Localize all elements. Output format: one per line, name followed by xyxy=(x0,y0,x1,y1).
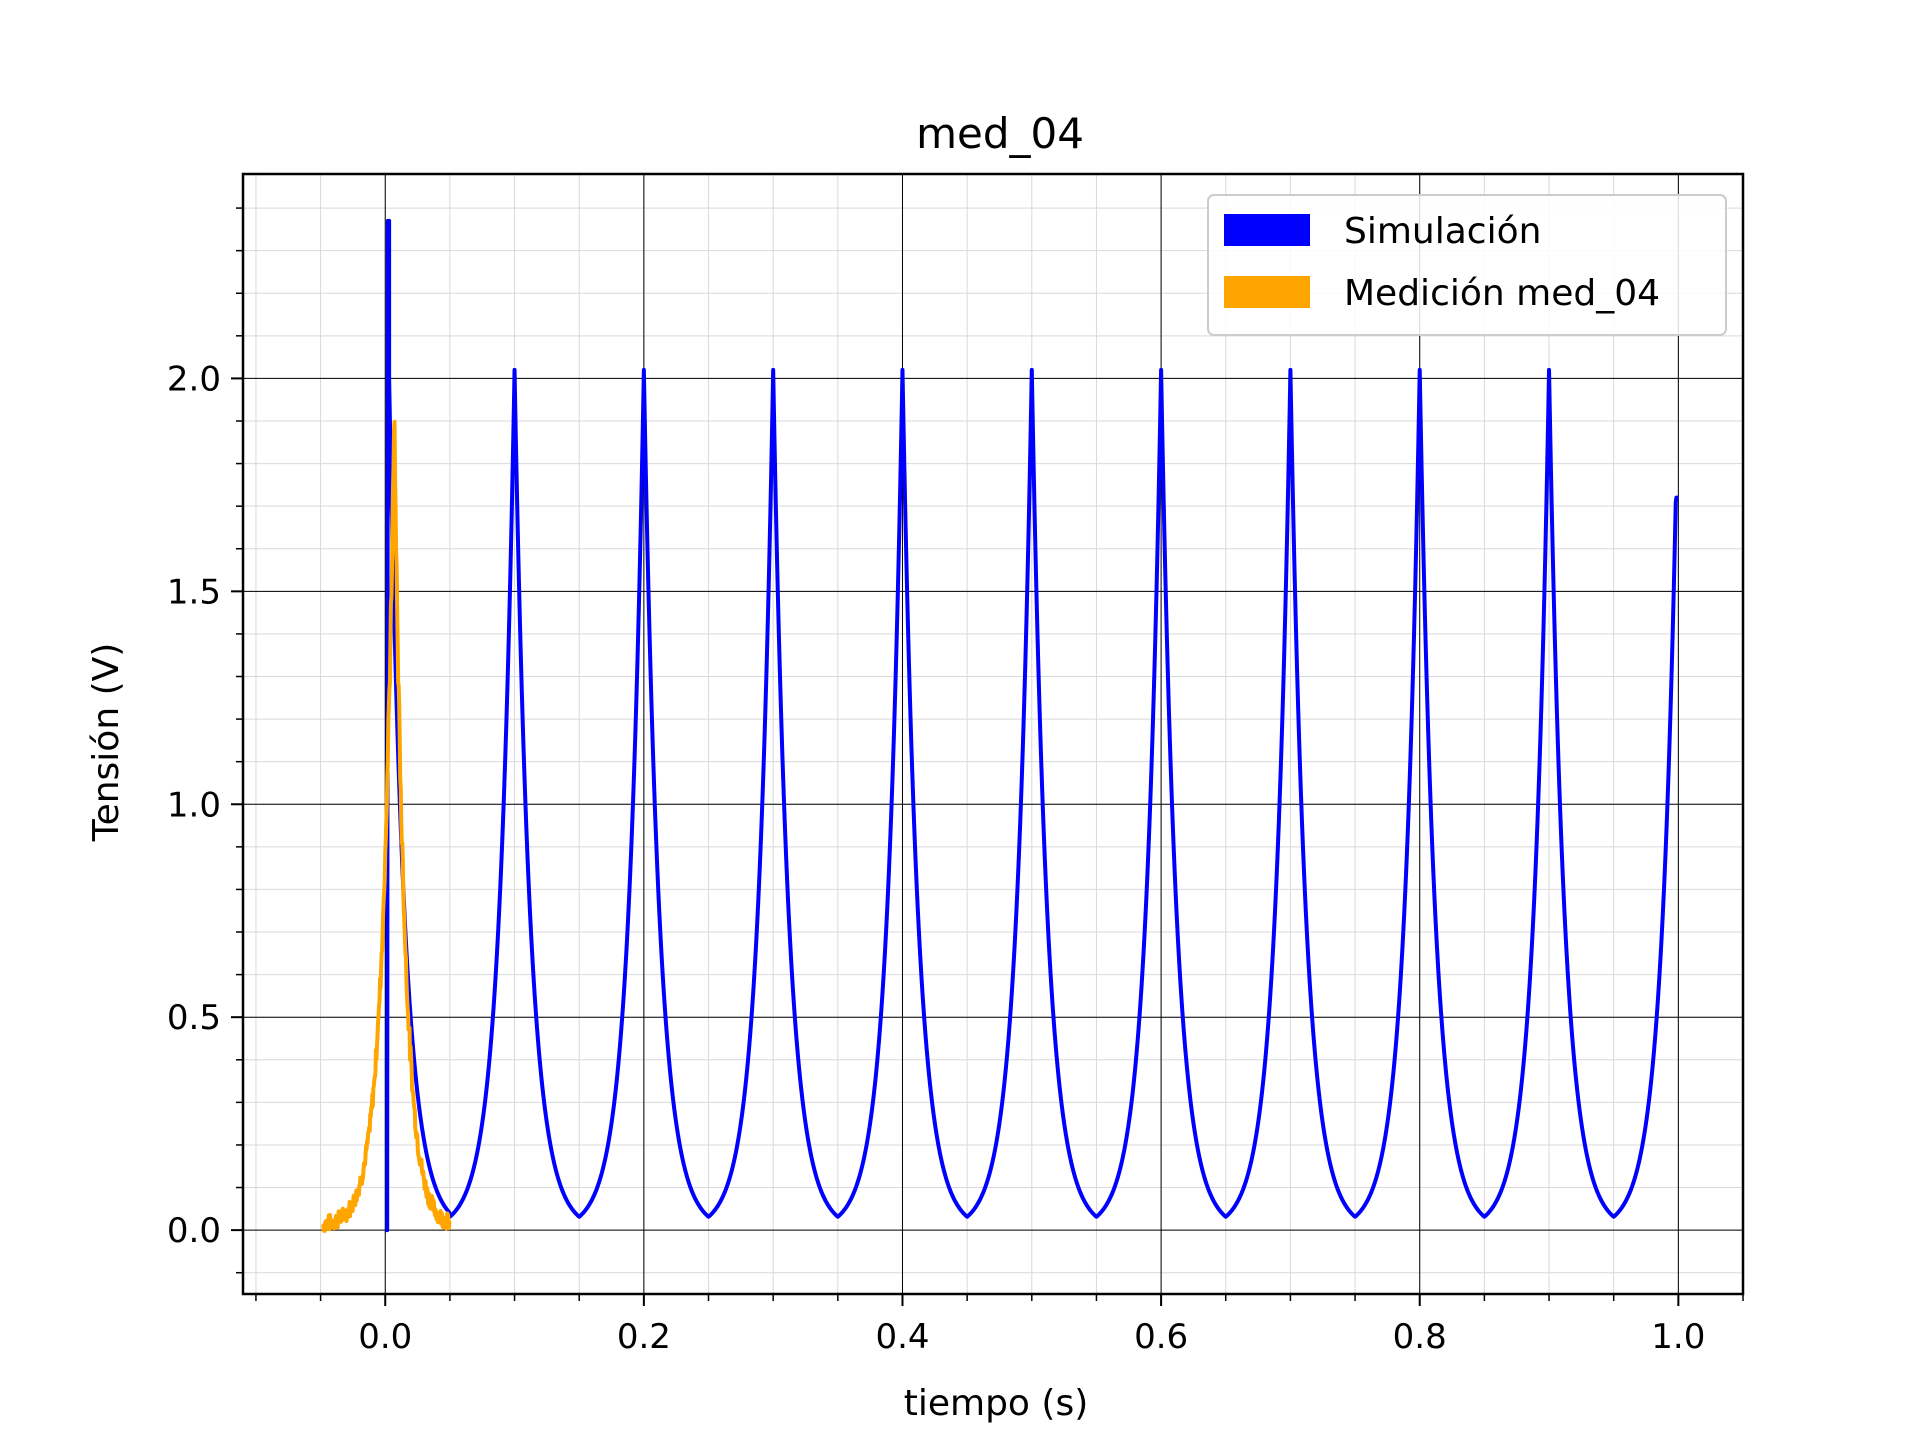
legend-label-simulacion: Simulación xyxy=(1344,211,1541,252)
x-tick-label: 0.4 xyxy=(875,1317,929,1357)
y-tick-label: 0.0 xyxy=(167,1211,221,1251)
y-tick-label: 1.5 xyxy=(167,572,221,612)
y-axis-label: Tensión (V) xyxy=(86,643,127,843)
legend-box xyxy=(1207,194,1727,336)
legend-swatch-simulacion xyxy=(1224,214,1310,246)
axis-ticks: 0.0 0.2 0.4 0.6 0.8 1.0 0.0 0.5 1.0 1.5 2.0 xyxy=(167,207,1744,1357)
chart-title: med_04 xyxy=(916,109,1084,158)
series-medicion-line xyxy=(321,419,452,1233)
y-tick-label: 0.5 xyxy=(167,998,221,1038)
legend-label-medicion: Medición med_04 xyxy=(1344,273,1660,314)
y-tick-label: 1.0 xyxy=(167,785,221,825)
series-simulacion-line xyxy=(385,218,1680,1233)
x-tick-label: 1.0 xyxy=(1651,1317,1705,1357)
x-tick-label: 0.6 xyxy=(1134,1317,1188,1357)
plot-frame xyxy=(241,172,1745,1296)
x-axis-label: tiempo (s) xyxy=(904,1383,1089,1424)
x-tick-label: 0.2 xyxy=(617,1317,671,1357)
x-tick-label: 0.8 xyxy=(1393,1317,1447,1357)
x-tick-label: 0.0 xyxy=(358,1317,412,1357)
legend-swatch-medicion xyxy=(1224,276,1310,308)
y-tick-label: 2.0 xyxy=(167,359,221,399)
series-layer xyxy=(321,218,1680,1233)
legend: Simulación Medición med_04 xyxy=(1207,194,1727,336)
